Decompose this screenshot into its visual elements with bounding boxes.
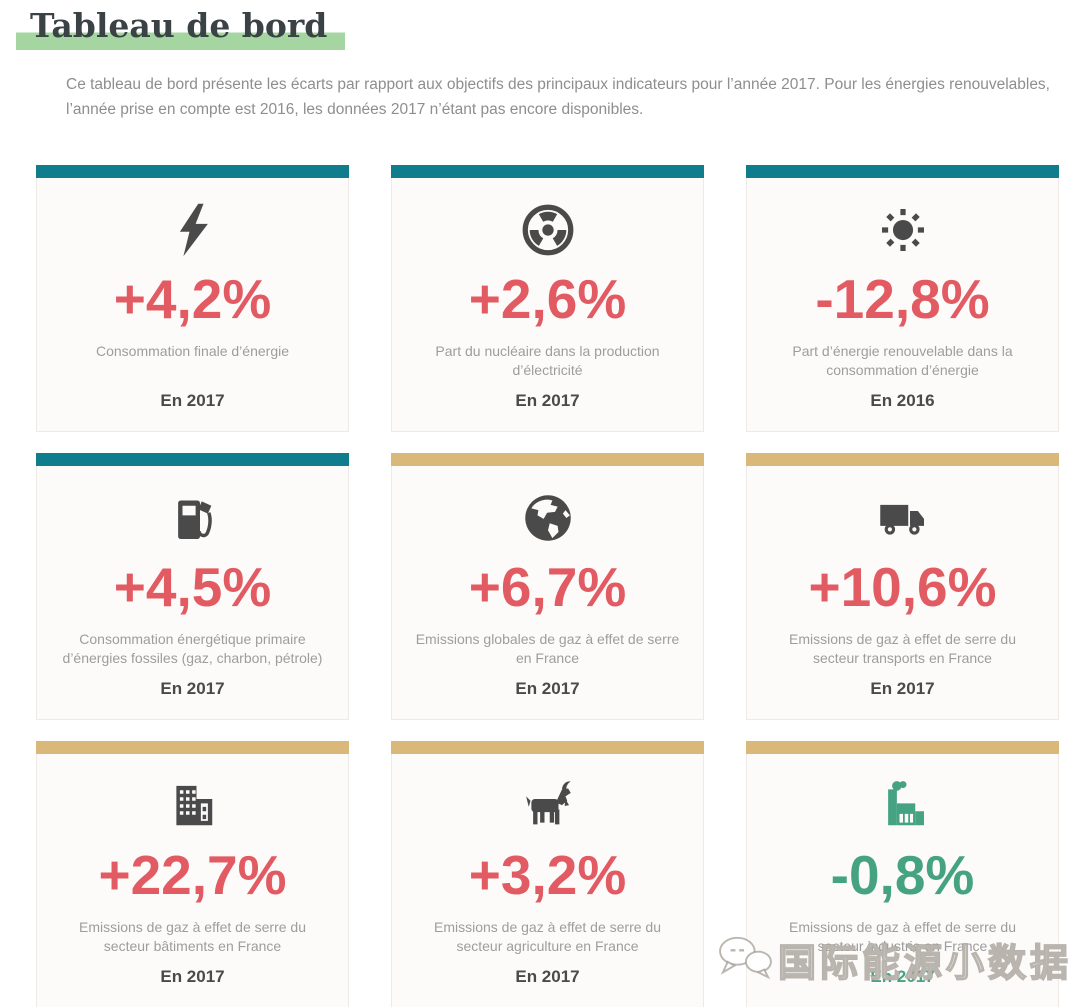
card-body: +6,7% Emissions globales de gaz à effet … [391, 465, 704, 720]
fuel-pump-icon [163, 488, 223, 548]
card-accent-bar [746, 452, 1059, 466]
card-accent-bar [36, 452, 349, 466]
card-body: -12,8% Part d’énergie renouvelable dans … [746, 177, 1059, 432]
indicator-year: En 2017 [870, 966, 935, 986]
indicator-value: +22,7% [98, 843, 287, 906]
indicator-value: +2,6% [468, 267, 627, 330]
building-icon [163, 776, 223, 836]
indicator-card-4: +4,5% Consommation énergétique primaire … [36, 452, 349, 720]
indicator-label: Emissions de gaz à effet de serre du sec… [789, 630, 1016, 667]
indicator-year: En 2017 [160, 678, 225, 698]
dashboard-grid: +4,2% Consommation finale d’énergie En 2… [0, 164, 1080, 1007]
card-body: +4,2% Consommation finale d’énergie En 2… [36, 177, 349, 432]
indicator-label: Emissions de gaz à effet de serre du sec… [789, 918, 1016, 955]
indicator-value: +3,2% [468, 843, 627, 906]
radiation-icon [518, 200, 578, 260]
goat-icon [518, 776, 578, 836]
indicator-value: -0,8% [830, 843, 975, 906]
indicator-card-1: +4,2% Consommation finale d’énergie En 2… [36, 164, 349, 432]
card-accent-bar [746, 164, 1059, 178]
indicator-label: Consommation finale d’énergie [96, 342, 289, 359]
sun-icon [873, 200, 933, 260]
indicator-year: En 2016 [870, 390, 935, 410]
factory-icon [873, 776, 933, 836]
card-accent-bar [746, 740, 1059, 754]
indicator-year: En 2017 [515, 390, 580, 410]
indicator-card-2: +2,6% Part du nucléaire dans la producti… [391, 164, 704, 432]
card-accent-bar [391, 740, 704, 754]
card-body: +3,2% Emissions de gaz à effet de serre … [391, 753, 704, 1007]
globe-icon [518, 488, 578, 548]
indicator-value: +10,6% [808, 555, 997, 618]
indicator-year: En 2017 [870, 678, 935, 698]
card-body: +10,6% Emissions de gaz à effet de serre… [746, 465, 1059, 720]
indicator-card-9: -0,8% Emissions de gaz à effet de serre … [746, 740, 1059, 1007]
card-accent-bar [391, 452, 704, 466]
card-body: +22,7% Emissions de gaz à effet de serre… [36, 753, 349, 1007]
page-title: Tableau de bord [16, 7, 346, 51]
indicator-year: En 2017 [160, 966, 225, 986]
indicator-card-8: +3,2% Emissions de gaz à effet de serre … [391, 740, 704, 1007]
page-header: Tableau de bord Ce tableau de bord prése… [0, 0, 1080, 123]
indicator-card-6: +10,6% Emissions de gaz à effet de serre… [746, 452, 1059, 720]
indicator-label: Emissions globales de gaz à effet de ser… [415, 630, 680, 667]
indicator-year: En 2017 [160, 390, 225, 410]
indicator-label: Consommation énergétique primaire d’éner… [62, 630, 323, 667]
indicator-card-3: -12,8% Part d’énergie renouvelable dans … [746, 164, 1059, 432]
indicator-label: Part du nucléaire dans la production d’é… [435, 342, 660, 379]
truck-icon [873, 488, 933, 548]
indicator-card-7: +22,7% Emissions de gaz à effet de serre… [36, 740, 349, 1007]
card-body: +4,5% Consommation énergétique primaire … [36, 465, 349, 720]
indicator-label: Emissions de gaz à effet de serre du sec… [434, 918, 661, 955]
indicator-value: -12,8% [815, 267, 990, 330]
indicator-value: +6,7% [468, 555, 627, 618]
indicator-label: Part d’énergie renouvelable dans la cons… [792, 342, 1013, 379]
lightning-icon [163, 200, 223, 260]
card-accent-bar [36, 164, 349, 178]
intro-text: Ce tableau de bord présente les écarts p… [66, 76, 1050, 119]
indicator-label: Emissions de gaz à effet de serre du sec… [79, 918, 306, 955]
card-accent-bar [36, 740, 349, 754]
indicator-card-5: +6,7% Emissions globales de gaz à effet … [391, 452, 704, 720]
card-body: +2,6% Part du nucléaire dans la producti… [391, 177, 704, 432]
indicator-value: +4,2% [113, 267, 272, 330]
card-body: -0,8% Emissions de gaz à effet de serre … [746, 753, 1059, 1007]
indicator-year: En 2017 [515, 966, 580, 986]
card-accent-bar [391, 164, 704, 178]
indicator-value: +4,5% [113, 555, 272, 618]
indicator-year: En 2017 [515, 678, 580, 698]
